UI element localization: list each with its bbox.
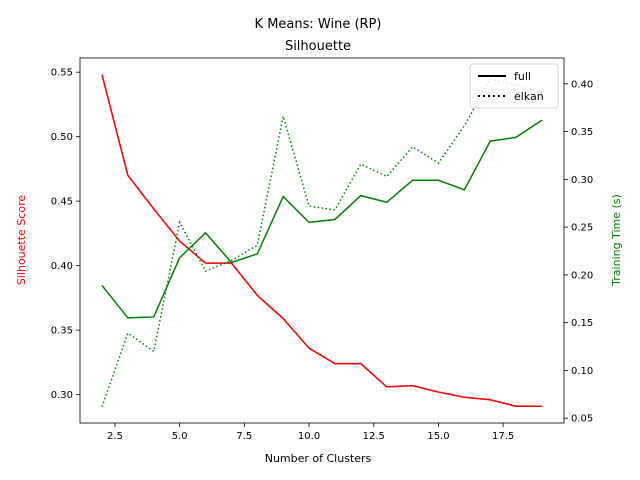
x-tick-label: 7.5: [236, 431, 252, 442]
x-tick-label: 10.0: [298, 431, 320, 442]
x-tick-label: 5.0: [172, 431, 188, 442]
y-right-tick-label: 0.40: [571, 79, 593, 90]
x-tick-label: 17.5: [492, 431, 514, 442]
y-left-tick-label: 0.30: [51, 390, 73, 401]
y-left-tick-label: 0.55: [51, 68, 73, 79]
y-right-tick-label: 0.25: [571, 223, 593, 234]
series-line-left-full: [101, 74, 542, 407]
y-left-tick-label: 0.45: [51, 197, 73, 208]
y-right-tick-label: 0.10: [571, 366, 593, 377]
x-tick-label: 12.5: [363, 431, 385, 442]
y-left-tick-label: 0.50: [51, 132, 73, 143]
series-line-left-elkan: [101, 74, 542, 407]
legend: full elkan: [469, 63, 559, 109]
chart-title: K Means: Wine (RP): [255, 17, 382, 32]
series-layer: [101, 74, 543, 408]
series-line-right-full: [101, 119, 543, 319]
y-axis-left-title: Silhouette Score: [15, 195, 28, 285]
legend-label-elkan: elkan: [514, 90, 544, 103]
x-tick-label: 2.5: [107, 431, 123, 442]
y-left-tick-label: 0.35: [51, 326, 73, 337]
y-right-tick-label: 0.20: [571, 270, 593, 281]
y-left-tick-label: 0.40: [51, 261, 73, 272]
y-right-tick-label: 0.30: [571, 175, 593, 186]
y-right-tick-label: 0.05: [571, 414, 593, 425]
x-axis-title: Number of Clusters: [265, 452, 372, 465]
series-line-right-elkan: [101, 78, 543, 408]
y-right-tick-label: 0.35: [571, 127, 593, 138]
y-right-tick-label: 0.15: [571, 318, 593, 329]
chart-subtitle: Silhouette: [285, 39, 351, 54]
legend-label-full: full: [514, 70, 531, 83]
axes-layer: 2.5 5.0 7.5 10.0 12.5 15.0 17.5 0.30 0.35 0.40 0.4…: [51, 57, 593, 442]
plot-frame: [79, 57, 565, 424]
y-axis-right-title: Training Time (s): [610, 194, 623, 287]
x-tick-label: 15.0: [427, 431, 449, 442]
